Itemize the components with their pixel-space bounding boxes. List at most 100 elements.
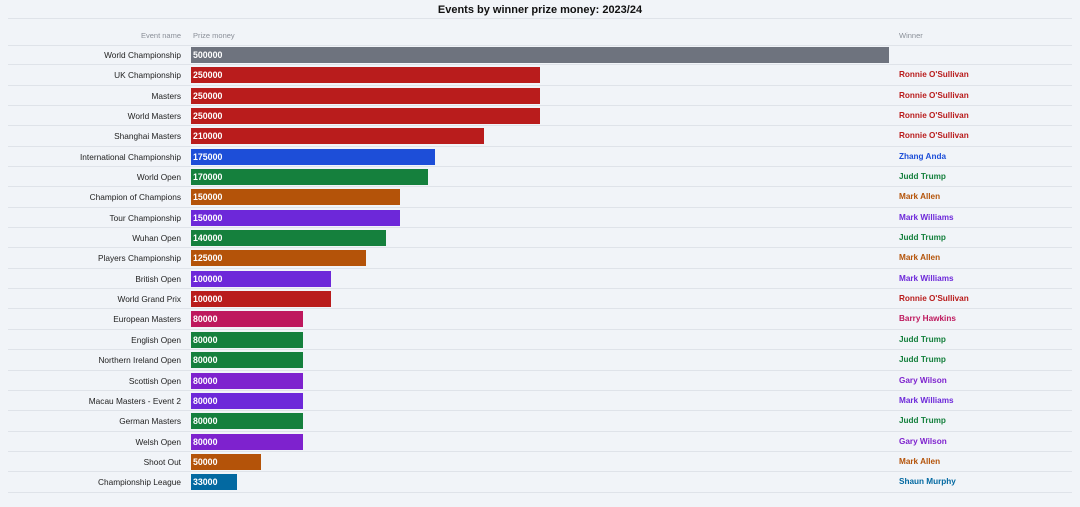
event-name-label: Welsh Open <box>135 436 181 447</box>
event-name-label: British Open <box>135 273 181 284</box>
prize-value-label: 500000 <box>193 50 223 60</box>
table-row: Welsh Open 80000 Gary Wilson <box>0 432 1080 453</box>
title-divider <box>8 18 1072 19</box>
table-row: World Masters 250000 Ronnie O'Sullivan <box>0 106 1080 127</box>
column-header-prize: Prize money <box>193 31 235 40</box>
event-name-label: International Championship <box>79 151 181 162</box>
winner-label: Judd Trump <box>899 172 946 182</box>
winner-label: Ronnie O'Sullivan <box>899 90 969 100</box>
winner-label: Zhang Anda <box>899 151 946 161</box>
event-name-label: Northern Ireland Open <box>98 355 181 366</box>
table-row: Shanghai Masters 210000 Ronnie O'Sullivan <box>0 126 1080 148</box>
prize-bar: 80000 <box>191 413 303 430</box>
chart-rows: World Championship 500000 UK Championship 2… <box>0 45 1080 493</box>
prize-value-label: 170000 <box>193 172 223 183</box>
prize-bar: 175000 <box>191 148 436 165</box>
prize-value-label: 125000 <box>193 253 223 264</box>
prize-value-label: 175000 <box>193 151 223 162</box>
prize-value-label: 150000 <box>193 192 223 203</box>
table-row: Champion of Champions 150000 Mark Allen <box>0 187 1080 209</box>
table-row: Macau Masters - Event 2 80000 Mark William… <box>0 391 1080 412</box>
prize-value-label: 140000 <box>193 233 223 244</box>
table-row: Masters 250000 Ronnie O'Sullivan <box>0 86 1080 107</box>
winner-label: Ronnie O'Sullivan <box>899 294 969 304</box>
event-name-label: Players Championship <box>97 253 181 264</box>
prize-value-label: 80000 <box>193 334 218 345</box>
column-header-winner: Winner <box>899 31 923 40</box>
table-row: Northern Ireland Open 80000 Judd Trump <box>0 350 1080 371</box>
event-name-label: World Grand Prix <box>117 294 181 305</box>
winner-label: Judd Trump <box>899 334 946 344</box>
prize-bar: 500000 <box>191 47 889 63</box>
prize-bar: 80000 <box>191 372 303 389</box>
prize-bar: 150000 <box>191 209 401 226</box>
table-row: English Open 80000 Judd Trump <box>0 330 1080 351</box>
event-name-label: Wuhan Open <box>132 233 181 244</box>
event-name-label: World Open <box>136 172 181 183</box>
event-name-label: Championship League <box>97 477 181 488</box>
prize-bar: 80000 <box>191 352 303 369</box>
prize-value-label: 80000 <box>193 355 218 366</box>
table-row: Players Championship 125000 Mark Allen <box>0 248 1080 270</box>
prize-bar: 80000 <box>191 392 303 409</box>
table-row: Scottish Open 80000 Gary Wilson <box>0 371 1080 392</box>
prize-value-label: 100000 <box>193 273 223 284</box>
prize-bar: 210000 <box>191 128 485 145</box>
event-name-label: Masters <box>151 90 181 101</box>
prize-bar: 80000 <box>191 311 303 328</box>
prize-bar: 250000 <box>191 108 540 125</box>
prize-bar: 100000 <box>191 270 331 287</box>
event-name-label: Scottish Open <box>128 375 181 386</box>
prize-bar: 250000 <box>191 87 540 104</box>
table-row: Championship League 33000 Shaun Murphy <box>0 472 1080 493</box>
table-row: British Open 100000 Mark Williams <box>0 269 1080 290</box>
table-row: International Championship 175000 Zhang An… <box>0 147 1080 168</box>
winner-label: Ronnie O'Sullivan <box>899 70 969 80</box>
event-name-label: Shanghai Masters <box>114 131 181 142</box>
prize-value-label: 50000 <box>193 456 218 467</box>
winner-label: Shaun Murphy <box>899 477 956 487</box>
table-row: World Championship 500000 <box>0 45 1080 66</box>
table-row: Tour Championship 150000 Mark Williams <box>0 208 1080 229</box>
prize-bar: 125000 <box>191 250 366 267</box>
prize-bar: 80000 <box>191 331 303 348</box>
table-row: Shoot Out 50000 Mark Allen <box>0 452 1080 473</box>
winner-label: Judd Trump <box>899 355 946 365</box>
winner-label: Mark Allen <box>899 253 941 263</box>
prize-bar: 100000 <box>191 291 331 308</box>
prize-value-label: 33000 <box>193 477 218 488</box>
event-name-label: German Masters <box>119 416 181 427</box>
prize-bar: 80000 <box>191 433 303 450</box>
prize-value-label: 80000 <box>193 416 218 427</box>
prize-bar: 140000 <box>191 230 387 247</box>
prize-value-label: 250000 <box>193 70 223 81</box>
column-header-event: Event name <box>140 31 181 40</box>
prize-bar: 50000 <box>191 453 261 470</box>
prize-bar: 33000 <box>191 474 238 491</box>
prize-value-label: 80000 <box>193 395 218 406</box>
winner-label: Gary Wilson <box>899 436 947 446</box>
winner-label: Ronnie O'Sullivan <box>899 111 969 121</box>
event-name-label: Shoot Out <box>143 456 181 467</box>
prize-bar: 150000 <box>191 189 401 206</box>
prize-value-label: 150000 <box>193 212 223 223</box>
prize-value-label: 80000 <box>193 314 218 325</box>
table-row: Wuhan Open 140000 Judd Trump <box>0 228 1080 249</box>
winner-label: Mark Allen <box>899 456 941 466</box>
event-name-label: Tour Championship <box>109 212 181 223</box>
event-name-label: World Masters <box>127 111 181 122</box>
winner-label: Mark Allen <box>899 192 941 202</box>
event-name-label: World Championship <box>104 50 181 60</box>
table-row: European Masters 80000 Barry Hawkins <box>0 309 1080 331</box>
event-name-label: European Masters <box>113 314 181 325</box>
table-row: World Grand Prix 100000 Ronnie O'Sullivan <box>0 289 1080 310</box>
winner-label: Mark Williams <box>899 212 954 222</box>
winner-label: Ronnie O'Sullivan <box>899 131 969 141</box>
event-name-label: UK Championship <box>114 70 181 81</box>
winner-label: Judd Trump <box>899 233 946 243</box>
table-row: UK Championship 250000 Ronnie O'Sullivan <box>0 65 1080 87</box>
prize-value-label: 80000 <box>193 436 218 447</box>
table-row: German Masters 80000 Judd Trump <box>0 411 1080 432</box>
chart-title: Events by winner prize money: 2023/24 <box>437 4 643 16</box>
prize-value-label: 250000 <box>193 111 223 122</box>
